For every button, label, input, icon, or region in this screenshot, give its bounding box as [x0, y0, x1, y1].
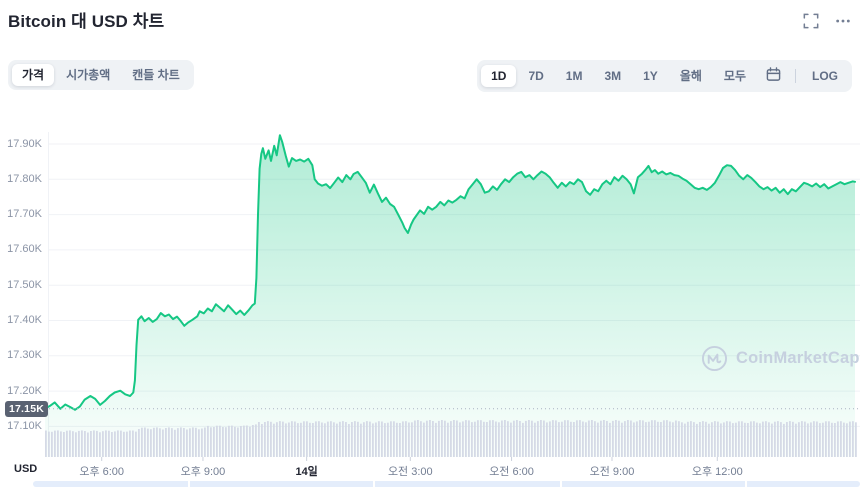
range-tab-1d[interactable]: 1D — [481, 65, 517, 87]
price-series — [44, 134, 856, 457]
range-tabs: 1D 7D 1M 3M 1Y 올해 모두 LOG — [477, 60, 852, 92]
more-options-icon[interactable] — [834, 12, 852, 30]
x-axis-label: 오전 3:00 — [387, 466, 433, 478]
y-axis-label: 17.20K — [7, 384, 42, 397]
price-chart-canvas[interactable] — [0, 128, 860, 462]
range-tab-1m[interactable]: 1M — [565, 69, 583, 83]
scrollbar-notch — [373, 481, 375, 487]
range-tab-all[interactable]: 모두 — [723, 69, 746, 83]
y-axis-label: 17.80K — [7, 172, 42, 185]
range-tab-7d[interactable]: 7D — [528, 69, 544, 83]
x-axis-label: 오후 9:00 — [180, 466, 226, 478]
range-tab-log[interactable]: LOG — [812, 69, 838, 83]
y-axis-label: 17.50K — [7, 278, 42, 291]
range-tab-3m[interactable]: 3M — [604, 69, 622, 83]
current-price-badge: 17.15K — [5, 401, 48, 417]
y-axis-label: 17.10K — [7, 419, 42, 432]
scrollbar-notch — [188, 481, 190, 487]
tab-candle-chart[interactable]: 캔들 차트 — [132, 68, 180, 82]
y-axis-label: 17.30K — [7, 349, 42, 362]
y-axis-label: 17.70K — [7, 208, 42, 221]
x-axis-label: 오전 6:00 — [489, 466, 534, 478]
axis-unit-label: USD — [14, 463, 38, 475]
header-icons — [802, 12, 852, 30]
x-axis-ticks — [101, 457, 718, 461]
x-axis-label: 오후 12:00 — [691, 466, 743, 478]
y-axis-label: 17.90K — [7, 137, 42, 150]
chart-scrollbar[interactable] — [33, 481, 860, 487]
price-line — [44, 134, 856, 411]
range-tab-ytd[interactable]: 올해 — [679, 69, 702, 83]
range-tab-1y[interactable]: 1Y — [643, 69, 658, 83]
scrollbar-notch — [745, 481, 747, 487]
fullscreen-icon[interactable] — [802, 12, 820, 30]
chart-type-tabs: 가격 시가총액 캔들 차트 — [8, 60, 194, 90]
calendar-range-icon[interactable] — [758, 64, 789, 88]
y-axis-label: 17.60K — [7, 243, 42, 256]
volume-bars — [45, 420, 857, 457]
tab-market-cap[interactable]: 시가총액 — [66, 68, 111, 82]
tab-price[interactable]: 가격 — [12, 64, 55, 86]
chart-toolbar: 가격 시가총액 캔들 차트 1D 7D 1M 3M 1Y 올해 모두 LOG — [8, 60, 852, 92]
price-area — [45, 135, 855, 457]
x-axis-label: 14일 — [295, 466, 318, 478]
x-axis-label: 오전 9:00 — [589, 466, 635, 478]
page-title: Bitcoin 대 USD 차트 — [8, 12, 165, 31]
x-axis-label: 오후 6:00 — [79, 466, 125, 478]
y-axis-label: 17.40K — [7, 314, 42, 326]
scrollbar-notch — [560, 481, 562, 487]
toolbar-divider — [795, 69, 796, 83]
